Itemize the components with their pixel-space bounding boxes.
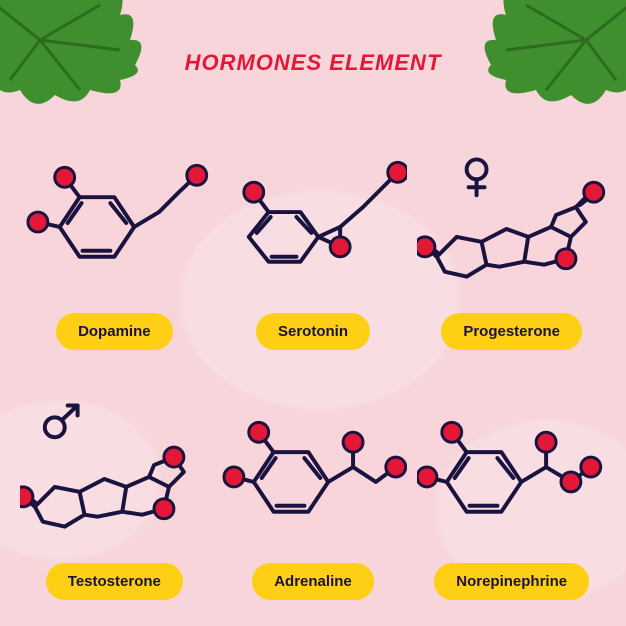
hormone-cell-adrenaline: Adrenaline — [219, 360, 408, 600]
molecule-testosterone — [20, 387, 209, 557]
molecule-serotonin — [219, 137, 408, 307]
hormone-label: Norepinephrine — [434, 563, 589, 600]
molecule-adrenaline — [219, 387, 408, 557]
molecule-norepinephrine — [417, 387, 606, 557]
hormone-label: Progesterone — [441, 313, 582, 350]
hormone-cell-serotonin: Serotonin — [219, 110, 408, 350]
infographic-canvas: HORMONES ELEMENT — [0, 0, 626, 626]
molecule-dopamine — [20, 137, 209, 307]
hormone-label: Dopamine — [56, 313, 173, 350]
molecule-progesterone — [417, 137, 606, 307]
hormone-grid: Dopamine — [20, 110, 606, 600]
hormone-cell-testosterone: Testosterone — [20, 360, 209, 600]
page-title: HORMONES ELEMENT — [0, 50, 626, 76]
hormone-label: Adrenaline — [252, 563, 374, 600]
hormone-cell-dopamine: Dopamine — [20, 110, 209, 350]
hormone-label: Testosterone — [46, 563, 183, 600]
hormone-cell-norepinephrine: Norepinephrine — [417, 360, 606, 600]
hormone-label: Serotonin — [256, 313, 370, 350]
hormone-cell-progesterone: Progesterone — [417, 110, 606, 350]
